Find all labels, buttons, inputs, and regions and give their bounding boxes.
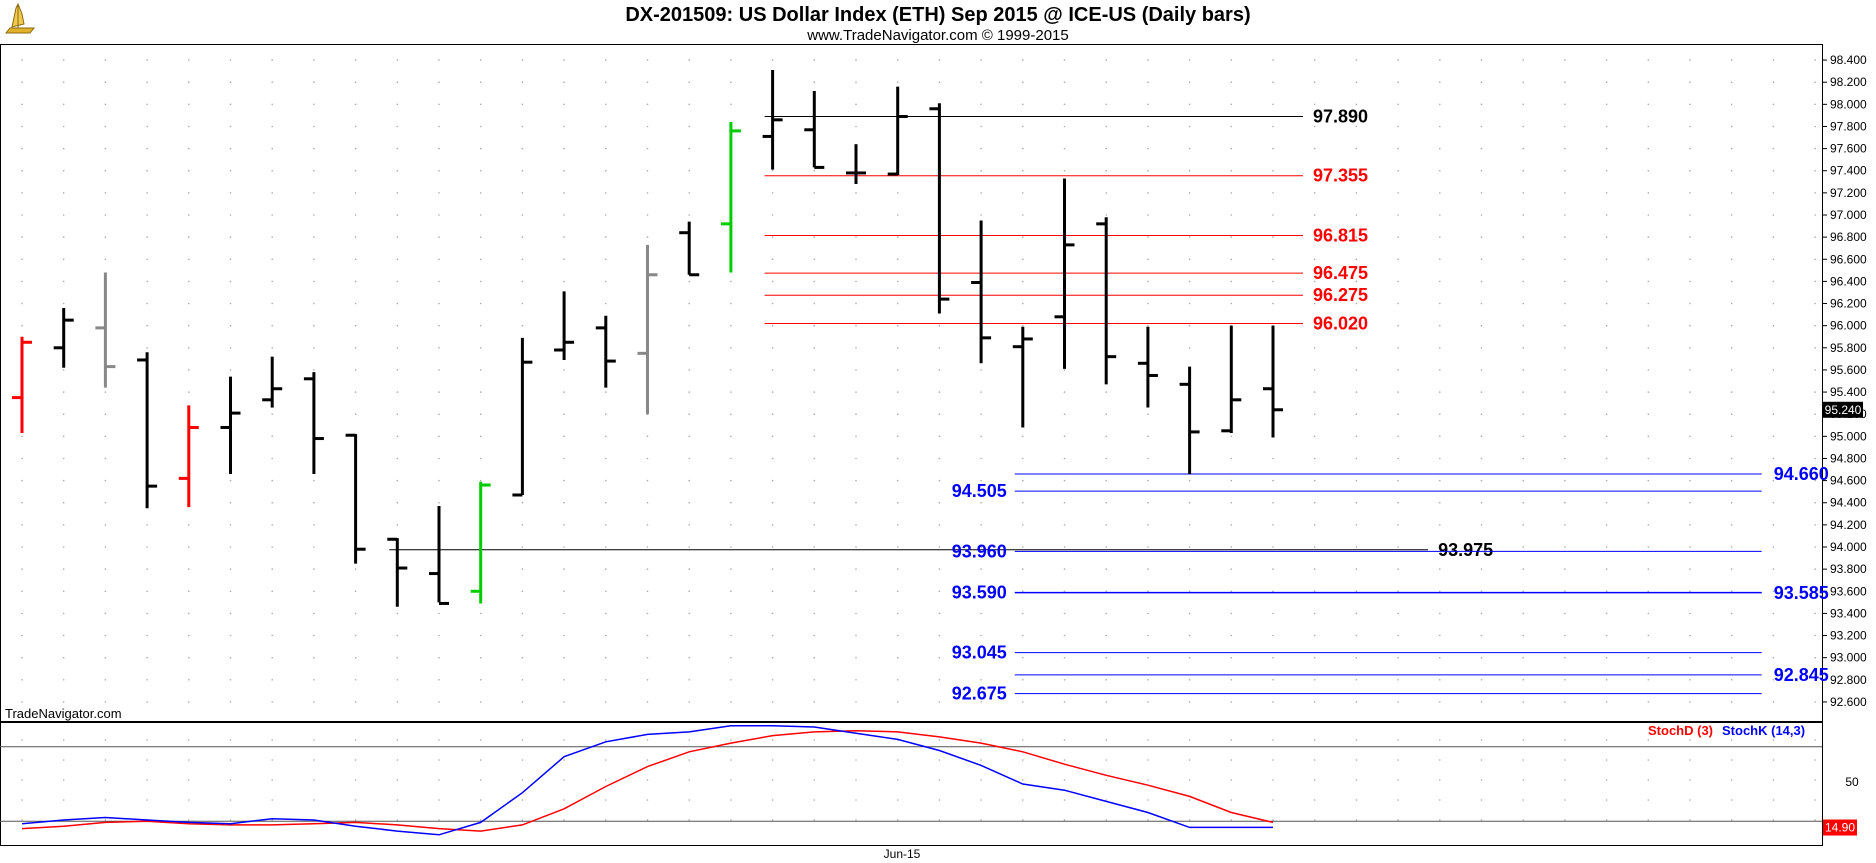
level-label: 93.045 [952, 643, 1007, 663]
level-label: 96.475 [1313, 263, 1368, 283]
ohlc-bar [429, 506, 449, 605]
stochastic-last-label: 14.90 [1825, 821, 1855, 835]
ohlc-bar [303, 372, 324, 474]
ohlc-bar [846, 144, 866, 185]
ohlc-bar [720, 122, 741, 273]
ohlc-bar [971, 220, 992, 364]
price-tick-label: 98.000 [1830, 97, 1867, 111]
level-label: 96.020 [1313, 313, 1368, 333]
ohlc-bar [137, 352, 158, 509]
level-label: 92.675 [952, 684, 1007, 704]
price-tick-label: 97.600 [1830, 142, 1867, 156]
price-tick-label: 93.400 [1830, 606, 1867, 620]
level-label: 92.845 [1774, 665, 1829, 685]
ohlc-bar [1137, 326, 1158, 408]
level-label: 97.355 [1313, 166, 1368, 186]
ohlc-bar [762, 70, 783, 170]
price-tick-label: 94.600 [1830, 474, 1867, 488]
ohlc-bar [554, 291, 575, 360]
logo-icon [4, 2, 36, 34]
stochastic-tick-50: 50 [1845, 775, 1859, 789]
price-tick-label: 97.400 [1830, 164, 1867, 178]
ohlc-bar [1263, 325, 1283, 438]
ohlc-bar [887, 86, 908, 176]
ohlc-bar [679, 221, 700, 277]
price-tick-label: 97.000 [1830, 208, 1867, 222]
level-label: 93.960 [952, 541, 1007, 561]
stochastic-last-marker: 14.90 [1823, 819, 1857, 836]
grid-dots [21, 59, 1816, 821]
chart-title: DX-201509: US Dollar Index (ETH) Sep 201… [625, 4, 1250, 26]
price-tick-label: 94.000 [1830, 540, 1867, 554]
ohlc-bar [1012, 326, 1033, 428]
price-tick-label: 98.200 [1830, 75, 1867, 89]
price-tick-label: 94.800 [1830, 451, 1867, 465]
price-tick-label: 93.200 [1830, 629, 1867, 643]
last-price-marker: 95.240 [1823, 401, 1863, 418]
price-tick-label: 96.400 [1830, 274, 1867, 288]
stochastic-panel [0, 724, 1822, 836]
price-tick-label: 98.400 [1830, 53, 1867, 67]
level-label: 93.585 [1774, 583, 1829, 603]
watermark-label: TradeNavigator.com [5, 706, 122, 721]
ohlc-bar [1096, 217, 1117, 385]
ohlc-bar [262, 356, 283, 408]
ohlc-bar [637, 244, 658, 415]
level-label: 96.815 [1313, 225, 1368, 245]
price-tick-label: 96.000 [1830, 319, 1867, 333]
price-tick-label: 95.400 [1830, 385, 1867, 399]
ohlc-bar [512, 337, 533, 497]
price-tick-label: 94.200 [1830, 518, 1867, 532]
ohlc-bar [53, 307, 74, 368]
price-tick-label: 93.600 [1830, 584, 1867, 598]
price-panel-frame [0, 44, 1823, 722]
level-label: 94.660 [1774, 464, 1829, 484]
price-tick-label: 97.800 [1830, 119, 1867, 133]
price-tick-label: 95.000 [1830, 429, 1867, 443]
price-tick-label: 95.800 [1830, 341, 1867, 355]
legend-stochk: StochK (14,3) [1722, 723, 1805, 738]
price-axis: 98.400 98.200 98.000 97.800 97.600 97.400 97.2… [1822, 53, 1867, 709]
ohlc-bars [12, 70, 1283, 607]
level-label: 94.505 [952, 481, 1007, 501]
ohlc-bar [1054, 178, 1075, 369]
price-tick-label: 95.600 [1830, 363, 1867, 377]
ohlc-bar [470, 481, 491, 604]
price-tick-label: 93.000 [1830, 651, 1867, 665]
stochastic-panel-frame [0, 722, 1823, 846]
price-tick-label: 96.200 [1830, 297, 1867, 311]
price-tick-label: 96.600 [1830, 252, 1867, 266]
level-label: 96.275 [1313, 285, 1368, 305]
price-tick-label: 92.600 [1830, 695, 1867, 709]
ohlc-bar [345, 433, 366, 564]
x-axis-label: Jun-15 [884, 847, 921, 861]
stochk-line [21, 724, 1273, 836]
last-price-label: 95.240 [1825, 403, 1862, 417]
ohlc-bar [1221, 325, 1242, 434]
level-label: 97.890 [1313, 107, 1368, 127]
ohlc-bar [12, 336, 32, 434]
price-tick-label: 96.800 [1830, 230, 1867, 244]
price-tick-label: 92.800 [1830, 673, 1867, 687]
level-label: 93.975 [1438, 540, 1493, 560]
price-tick-label: 93.800 [1830, 562, 1867, 576]
legend-stochd: StochD (3) [1648, 723, 1713, 738]
ohlc-bar [804, 91, 825, 169]
ohlc-bar [929, 103, 950, 314]
ohlc-bar [595, 315, 616, 388]
ohlc-bar [220, 376, 241, 474]
chart-subtitle: www.TradeNavigator.com © 1999-2015 [806, 27, 1068, 44]
ohlc-bar [178, 405, 199, 508]
ohlc-bar [1179, 366, 1200, 474]
level-label: 93.590 [952, 582, 1007, 602]
ohlc-bar [95, 272, 116, 388]
price-tick-label: 94.400 [1830, 496, 1867, 510]
stochd-line [21, 729, 1274, 832]
ohlc-bar [387, 537, 408, 607]
price-tick-label: 97.200 [1830, 186, 1867, 200]
